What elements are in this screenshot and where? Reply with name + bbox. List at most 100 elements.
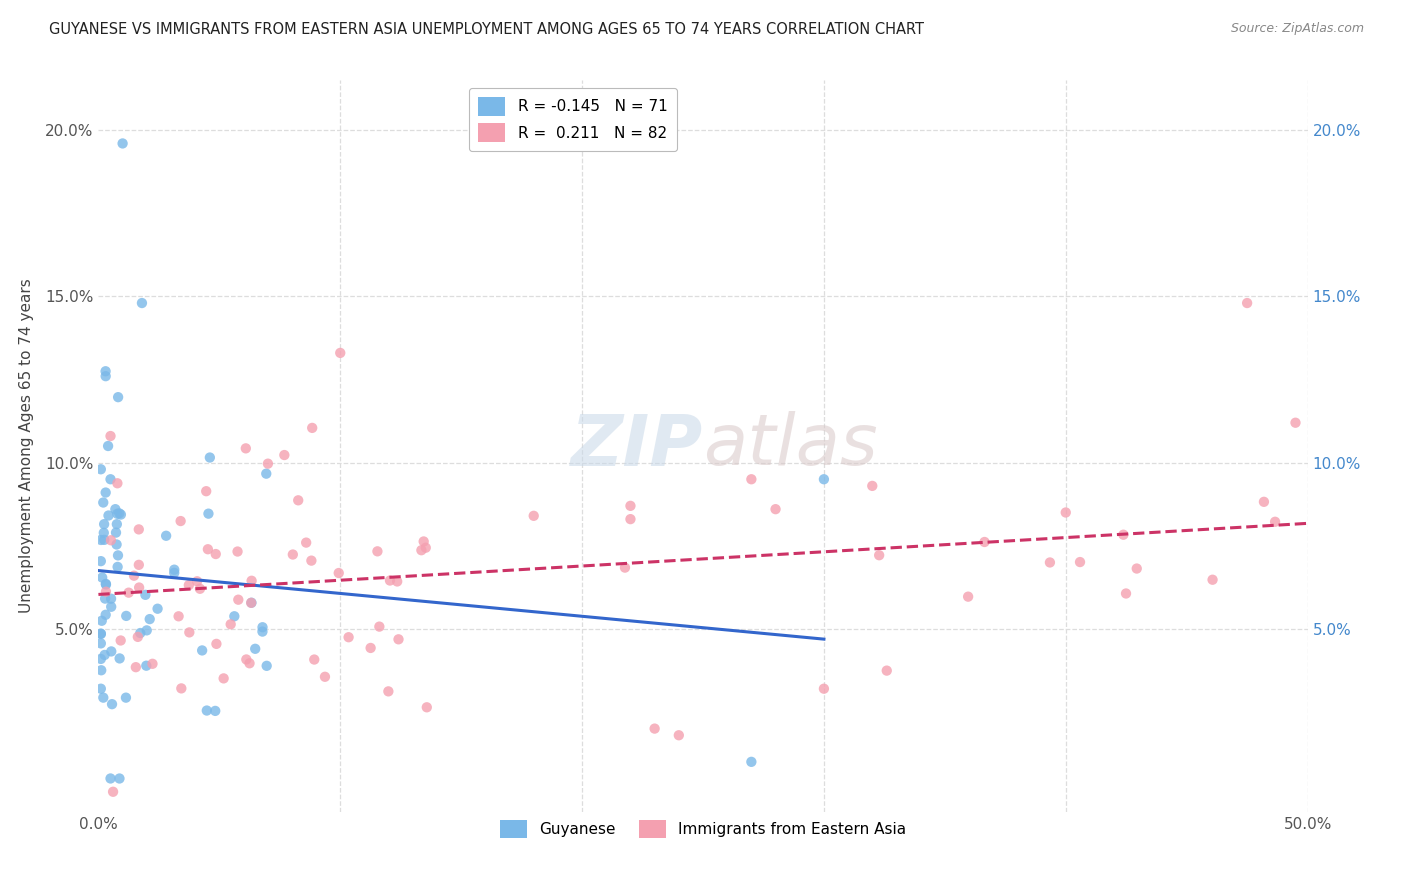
Point: [238, 657, 260, 671]
Point: [337, 630, 360, 644]
Point: [105, 517, 128, 532]
Point: [163, 566, 186, 580]
Point: [163, 563, 186, 577]
Point: [273, 448, 295, 462]
Point: [1236, 296, 1258, 310]
Point: [1039, 556, 1062, 570]
Point: [110, 508, 132, 522]
Point: [97, 439, 120, 453]
Point: [366, 544, 388, 558]
Point: [155, 529, 177, 543]
Point: [100, 644, 122, 658]
Point: [90, 636, 112, 650]
Point: [876, 664, 898, 678]
Point: [97, 508, 120, 523]
Point: [252, 624, 274, 639]
Point: [125, 660, 148, 674]
Point: [94, 369, 117, 384]
Point: [94, 577, 117, 591]
Point: [957, 590, 980, 604]
Point: [377, 684, 399, 698]
Point: [385, 574, 408, 589]
Point: [197, 507, 219, 521]
Point: [257, 457, 280, 471]
Point: [100, 772, 122, 786]
Point: [94, 577, 117, 591]
Point: [115, 608, 138, 623]
Point: [198, 450, 221, 465]
Point: [813, 472, 835, 486]
Point: [93, 525, 115, 540]
Point: [100, 591, 122, 606]
Point: [205, 637, 228, 651]
Point: [90, 626, 112, 640]
Point: [91, 690, 114, 705]
Point: [127, 630, 149, 644]
Point: [765, 502, 787, 516]
Point: [170, 681, 193, 696]
Point: [668, 728, 690, 742]
Point: [105, 507, 128, 521]
Point: [387, 632, 409, 647]
Point: [644, 722, 666, 736]
Point: [105, 537, 128, 551]
Point: [94, 607, 117, 622]
Point: [378, 574, 401, 588]
Point: [281, 548, 304, 562]
Point: [329, 346, 352, 360]
Point: [101, 697, 124, 711]
Point: [100, 599, 122, 614]
Text: ZIP: ZIP: [571, 411, 703, 481]
Point: [304, 652, 326, 666]
Point: [90, 663, 112, 677]
Point: [94, 591, 117, 606]
Point: [131, 296, 153, 310]
Point: [128, 558, 150, 572]
Point: [122, 568, 145, 582]
Point: [1112, 527, 1135, 541]
Point: [90, 554, 112, 568]
Point: [1264, 515, 1286, 529]
Point: [368, 619, 391, 633]
Point: [224, 609, 246, 624]
Point: [252, 620, 274, 634]
Point: [254, 467, 277, 481]
Point: [226, 544, 249, 558]
Point: [204, 704, 226, 718]
Point: [100, 429, 122, 443]
Text: Source: ZipAtlas.com: Source: ZipAtlas.com: [1230, 22, 1364, 36]
Text: atlas: atlas: [703, 411, 877, 481]
Point: [226, 592, 249, 607]
Point: [105, 476, 128, 491]
Point: [90, 462, 112, 476]
Point: [90, 681, 112, 696]
Point: [134, 588, 156, 602]
Point: [740, 472, 762, 486]
Point: [235, 442, 257, 456]
Point: [868, 548, 890, 562]
Point: [235, 652, 257, 666]
Point: [614, 560, 637, 574]
Point: [195, 704, 218, 718]
Point: [186, 574, 208, 589]
Point: [138, 612, 160, 626]
Point: [523, 508, 546, 523]
Point: [619, 499, 641, 513]
Point: [177, 578, 200, 592]
Legend: Guyanese, Immigrants from Eastern Asia: Guyanese, Immigrants from Eastern Asia: [494, 814, 912, 845]
Point: [118, 585, 141, 599]
Point: [91, 570, 114, 584]
Point: [287, 493, 309, 508]
Point: [146, 601, 169, 615]
Point: [100, 472, 122, 486]
Point: [101, 785, 124, 799]
Point: [1201, 573, 1223, 587]
Point: [1126, 561, 1149, 575]
Point: [129, 626, 152, 640]
Point: [91, 495, 114, 509]
Point: [328, 566, 350, 580]
Point: [973, 535, 995, 549]
Point: [108, 507, 131, 521]
Point: [90, 627, 112, 641]
Point: [191, 643, 214, 657]
